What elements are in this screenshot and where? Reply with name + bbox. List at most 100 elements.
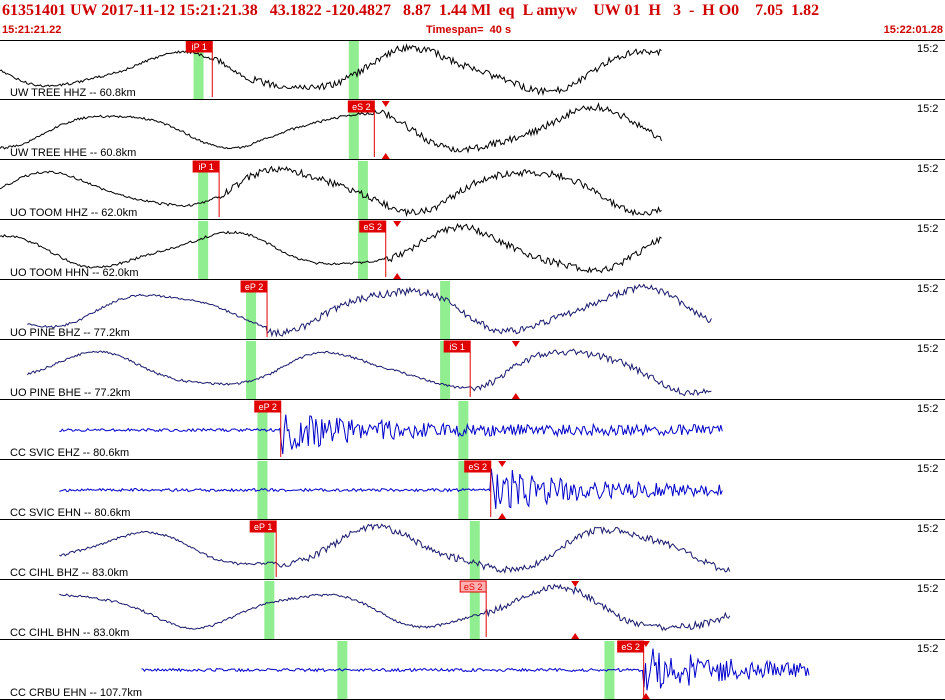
marker-triangle — [393, 273, 402, 279]
trace-label: UO PINE BHE -- 77.2km — [10, 387, 130, 399]
seismogram-plot[interactable]: iP 1 UW TREE HHZ -- 60.8km 15:2 eS 2 UW TREE… — [0, 40, 945, 700]
pick-label: eS 2 — [352, 102, 371, 112]
time-tick-label: 15:2 — [917, 43, 938, 55]
pick-label: eP 2 — [259, 402, 277, 412]
waveform-line — [0, 222, 662, 274]
highlight-band — [337, 641, 348, 699]
waveform-line — [141, 648, 810, 691]
highlight-band — [198, 221, 209, 279]
time-tick-label: 15:2 — [917, 343, 938, 355]
highlight-band — [264, 521, 275, 579]
trace-panel[interactable]: iP 1 UW TREE HHZ -- 60.8km 15:2 — [0, 40, 945, 100]
pick-label: eP 2 — [245, 282, 263, 292]
trace-label: UO TOOM HHZ -- 62.0km — [10, 207, 137, 219]
start-time: 15:21:21.22 — [2, 24, 62, 36]
pick-label: eS 2 — [621, 642, 640, 652]
marker-triangle — [381, 101, 390, 107]
pick-box[interactable] — [192, 160, 220, 173]
highlight-band — [246, 341, 257, 399]
marker-triangle — [498, 461, 507, 467]
trace-label: CC CIHL BHN -- 83.0km — [10, 627, 129, 639]
waveform-line — [0, 42, 662, 96]
marker-triangle — [571, 633, 580, 639]
trace-label: UW TREE HHZ -- 60.8km — [10, 87, 136, 99]
time-tick-label: 15:2 — [917, 523, 938, 535]
highlight-band — [246, 281, 257, 339]
time-tick-label: 15:2 — [917, 283, 938, 295]
trace-label: CC SVIC EHZ -- 80.6km — [10, 447, 129, 459]
highlight-band — [264, 581, 275, 639]
waveform-line — [0, 102, 662, 154]
waveform-line — [59, 523, 731, 574]
trace-label: UO PINE BHZ -- 77.2km — [10, 327, 130, 339]
waveform-line — [0, 165, 662, 218]
pick-box[interactable] — [464, 460, 492, 473]
trace-panel[interactable]: iS 1 UO PINE BHE -- 77.2km 15:2 — [0, 340, 945, 400]
trace-label: CC CIHL BHZ -- 83.0km — [10, 567, 128, 579]
pick-box[interactable] — [359, 220, 387, 233]
trace-label: CC SVIC EHN -- 80.6km — [10, 507, 130, 519]
trace-panel[interactable]: eP 2 CC SVIC EHZ -- 80.6km 15:2 — [0, 400, 945, 460]
pick-box[interactable] — [443, 340, 471, 353]
highlight-band — [357, 161, 368, 219]
trace-panel[interactable]: eP 2 UO PINE BHZ -- 77.2km 15:2 — [0, 280, 945, 340]
marker-triangle — [641, 693, 650, 699]
time-tick-label: 15:2 — [917, 463, 938, 475]
trace-panel[interactable]: iP 1 UO TOOM HHZ -- 62.0km 15:2 — [0, 160, 945, 220]
trace-panel[interactable]: eS 2 CC SVIC EHN -- 80.6km 15:2 — [0, 460, 945, 520]
pick-box[interactable] — [254, 400, 282, 413]
marker-triangle — [641, 641, 650, 647]
marker-triangle — [381, 153, 390, 159]
pick-box[interactable] — [240, 280, 268, 293]
trace-panel[interactable]: eS 2 CC CIHL BHN -- 83.0km 15:2 — [0, 580, 945, 640]
pick-label: iP 1 — [198, 162, 213, 172]
waveform-line — [59, 583, 731, 632]
end-time: 15:22:01.28 — [883, 24, 943, 36]
waveform-line — [59, 468, 723, 509]
waveform-line — [27, 283, 712, 338]
time-tick-label: 15:2 — [917, 643, 938, 655]
time-tick-label: 15:2 — [917, 223, 938, 235]
pick-label: eS 2 — [468, 462, 487, 472]
time-tick-label: 15:2 — [917, 583, 938, 595]
event-title: 61351401 UW 2017-11-12 15:21:21.38 43.18… — [2, 2, 820, 19]
time-tick-label: 15:2 — [917, 403, 938, 415]
highlight-band — [458, 461, 469, 519]
highlight-band — [440, 281, 451, 339]
trace-panel[interactable]: eP 1 CC CIHL BHZ -- 83.0km 15:2 — [0, 520, 945, 580]
highlight-band — [198, 161, 209, 219]
pick-box[interactable] — [617, 640, 645, 653]
highlight-band — [357, 221, 368, 279]
marker-triangle — [393, 221, 402, 227]
marker-triangle — [498, 513, 507, 519]
pick-label: iP 1 — [192, 42, 207, 52]
marker-triangle — [511, 393, 520, 399]
trace-panel[interactable]: eS 2 UW TREE HHE -- 60.8km 15:2 — [0, 100, 945, 160]
pick-label: iS 1 — [449, 342, 465, 352]
waveform-line — [26, 348, 712, 397]
trace-panel[interactable]: eS 2 UO TOOM HHN -- 62.0km 15:2 — [0, 220, 945, 280]
trace-label: UO TOOM HHN -- 62.0km — [10, 267, 139, 279]
timespan-label: Timespan= 40 s — [426, 24, 512, 36]
marker-triangle — [511, 341, 520, 347]
trace-panel[interactable]: eS 2 CC CRBU EHN -- 107.7km 15:2 — [0, 640, 945, 700]
trace-label: CC CRBU EHN -- 107.7km — [10, 687, 142, 699]
waveform-line — [59, 414, 723, 455]
pick-box[interactable] — [347, 100, 375, 113]
pick-label: eP 1 — [254, 522, 272, 532]
highlight-band — [469, 581, 480, 639]
pick-box[interactable] — [249, 520, 277, 533]
highlight-band — [458, 401, 469, 459]
highlight-band — [348, 41, 359, 99]
highlight-band — [440, 341, 451, 399]
pick-label: eS 2 — [363, 222, 382, 232]
highlight-band — [257, 461, 268, 519]
time-tick-label: 15:2 — [917, 103, 938, 115]
highlight-band — [193, 41, 204, 99]
header: 61351401 UW 2017-11-12 15:21:21.38 43.18… — [0, 0, 945, 40]
pick-box[interactable] — [459, 580, 487, 593]
pick-label: eS 2 — [464, 582, 483, 592]
trace-label: UW TREE HHE -- 60.8km — [10, 147, 136, 159]
highlight-band — [469, 521, 480, 579]
highlight-band — [348, 101, 359, 159]
